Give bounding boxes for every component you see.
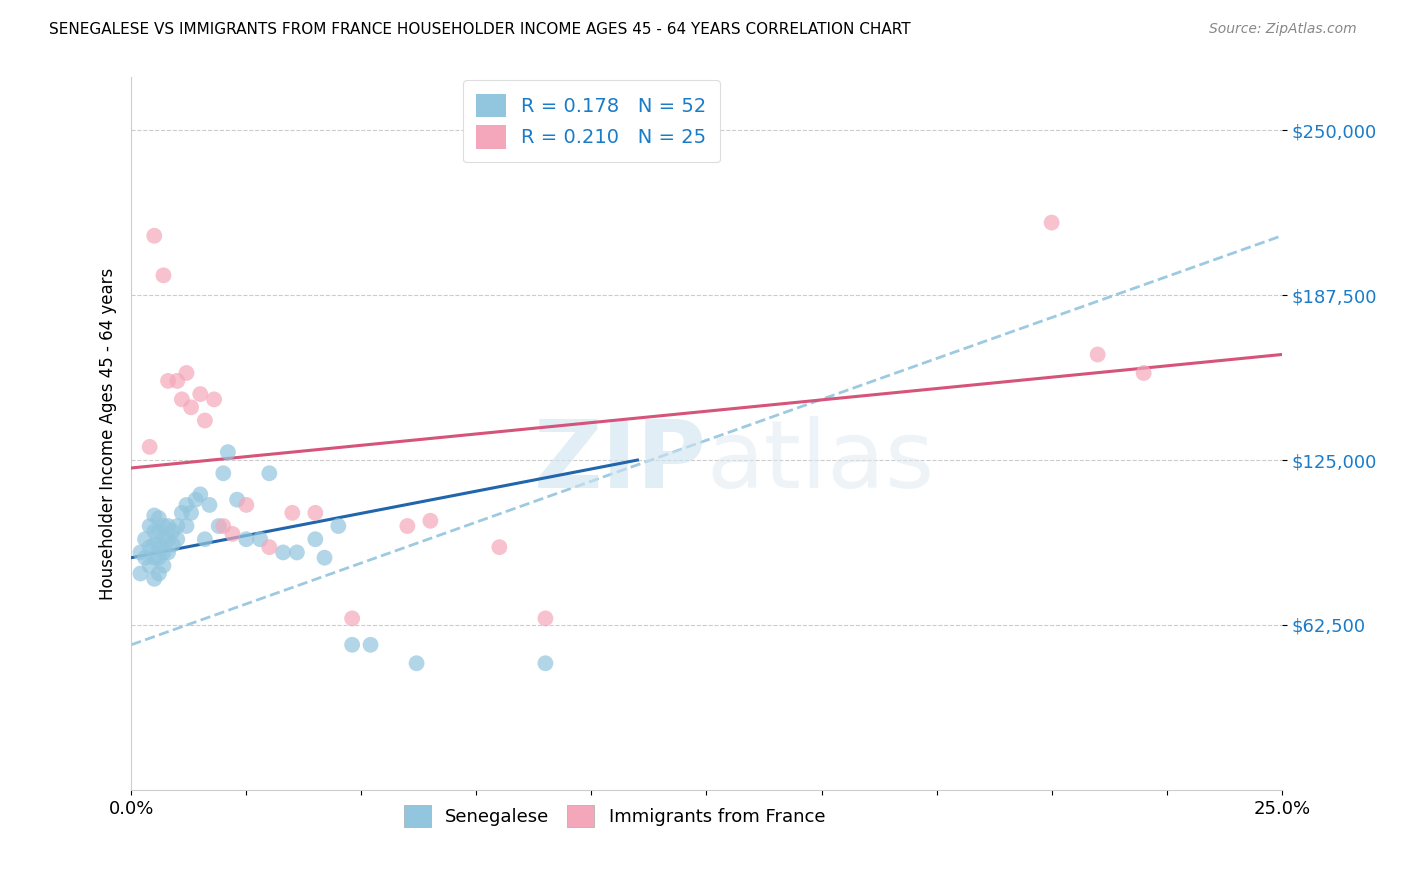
Point [419, 514, 441, 528]
Point [396, 519, 419, 533]
Point [405, 657, 427, 671]
Point [188, 387, 211, 401]
Point [166, 374, 188, 388]
Point [148, 537, 170, 551]
Point [212, 467, 235, 481]
Point [176, 498, 198, 512]
Point [152, 519, 174, 533]
Point [534, 611, 557, 625]
Point [221, 527, 243, 541]
Point [148, 524, 170, 539]
Point [148, 550, 170, 565]
Point [152, 558, 174, 573]
Point [212, 519, 235, 533]
Point [259, 467, 281, 481]
Point [180, 506, 202, 520]
Point [285, 545, 308, 559]
Point [152, 533, 174, 547]
Point [188, 487, 211, 501]
Point [138, 558, 160, 573]
Text: SENEGALESE VS IMMIGRANTS FROM FRANCE HOUSEHOLDER INCOME AGES 45 - 64 YEARS CORRE: SENEGALESE VS IMMIGRANTS FROM FRANCE HOU… [49, 22, 911, 37]
Y-axis label: Householder Income Ages 45 - 64 years: Householder Income Ages 45 - 64 years [100, 268, 117, 599]
Point [226, 492, 249, 507]
Point [162, 524, 184, 539]
Point [129, 545, 152, 559]
Point [143, 537, 166, 551]
Point [157, 545, 180, 559]
Point [235, 533, 257, 547]
Text: Source: ZipAtlas.com: Source: ZipAtlas.com [1209, 22, 1357, 37]
Point [143, 572, 166, 586]
Point [157, 533, 180, 547]
Point [198, 498, 221, 512]
Point [176, 366, 198, 380]
Point [170, 392, 193, 407]
Point [340, 611, 363, 625]
Point [134, 533, 156, 547]
Point [249, 533, 271, 547]
Point [1040, 216, 1063, 230]
Text: atlas: atlas [706, 417, 935, 508]
Point [143, 228, 166, 243]
Point [176, 519, 198, 533]
Point [180, 401, 202, 415]
Point [1132, 366, 1154, 380]
Point [328, 519, 350, 533]
Point [534, 657, 557, 671]
Legend: Senegalese, Immigrants from France: Senegalese, Immigrants from France [396, 797, 832, 834]
Point [134, 550, 156, 565]
Point [170, 506, 193, 520]
Point [166, 519, 188, 533]
Point [166, 533, 188, 547]
Point [152, 545, 174, 559]
Point [138, 540, 160, 554]
Point [138, 519, 160, 533]
Point [208, 519, 231, 533]
Point [152, 268, 174, 283]
Point [304, 533, 326, 547]
Point [184, 492, 207, 507]
Point [235, 498, 257, 512]
Point [194, 413, 217, 427]
Point [157, 374, 180, 388]
Point [304, 506, 326, 520]
Point [259, 540, 281, 554]
Point [148, 566, 170, 581]
Text: ZIP: ZIP [534, 417, 706, 508]
Point [281, 506, 304, 520]
Point [129, 566, 152, 581]
Point [143, 524, 166, 539]
Point [360, 638, 382, 652]
Point [143, 508, 166, 523]
Point [340, 638, 363, 652]
Point [138, 440, 160, 454]
Point [488, 540, 510, 554]
Point [1087, 347, 1109, 361]
Point [162, 537, 184, 551]
Point [271, 545, 294, 559]
Point [314, 550, 336, 565]
Point [202, 392, 225, 407]
Point [143, 550, 166, 565]
Point [157, 519, 180, 533]
Point [194, 533, 217, 547]
Point [217, 445, 239, 459]
Point [148, 511, 170, 525]
